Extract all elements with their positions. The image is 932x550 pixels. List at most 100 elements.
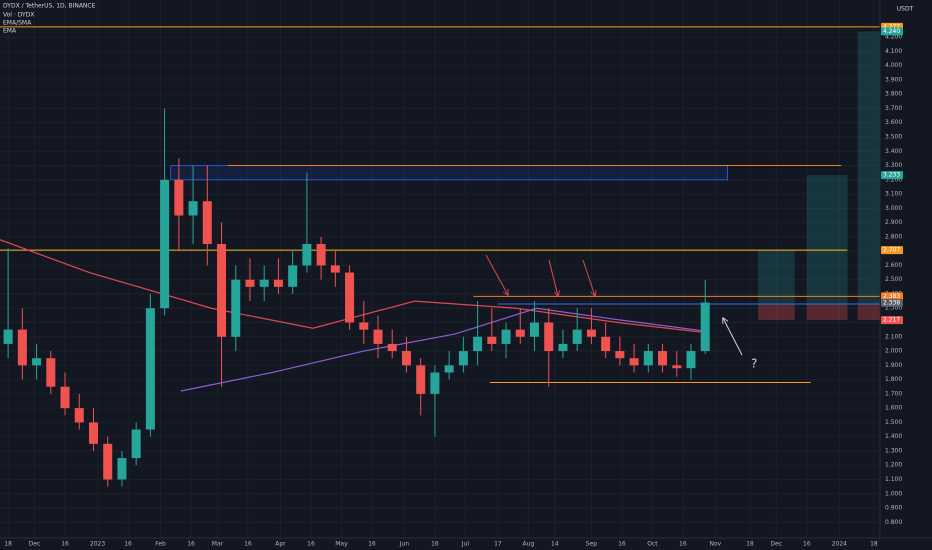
candle-body [174,179,184,216]
candle-body [672,365,682,369]
y-tick-label: 2.500 [885,276,902,283]
zone [170,165,728,181]
y-tick-label: 1.300 [885,447,902,454]
x-tick-label: Aug [523,541,535,548]
y-tick-label: 1.100 [885,476,902,483]
price-tag [881,298,903,307]
x-tick-label: 16 [618,541,626,548]
candle-body [601,336,611,352]
price-tag-label: 4.240 [883,28,900,35]
indicator-label: EMA [3,28,17,35]
y-tick-label: 3.100 [885,191,902,198]
position-target [806,175,848,304]
x-tick-label: Mar [212,541,224,548]
candle-body [658,351,668,366]
y-tick-label: 3.600 [885,119,902,126]
arrow [723,318,743,356]
y-tick-label: 3.400 [885,148,902,155]
price-tag-label: 4.272 [883,23,900,30]
y-tick-label: 1.600 [885,405,902,412]
y-tick-label: 1.400 [885,433,902,440]
x-tick-label: 16 [803,541,811,548]
candle-body [359,322,369,330]
y-tick-label: 1.900 [885,362,902,369]
candle-body [145,308,155,430]
y-tick-label: 2.000 [885,348,902,355]
price-tag [881,292,903,301]
position-stop [806,303,848,321]
x-tick-label: Jun [399,541,410,548]
candle-body [117,458,127,480]
price-tag-label: 2.217 [883,317,900,324]
x-tick-label: 18 [870,541,878,548]
candle-body [74,408,84,423]
y-tick-label: 3.000 [885,205,902,212]
x-tick-label: May [335,541,348,548]
x-tick-label: 16 [679,541,687,548]
currency-label: USDT [897,6,914,13]
candle-body [473,336,483,352]
y-tick-label: 2.900 [885,219,902,226]
candle-body [330,265,340,273]
x-tick-label: Dec [29,541,41,548]
candle-body [458,351,468,366]
candle-body [487,336,497,344]
y-tick-label: 3.800 [885,91,902,98]
candle-body [273,279,283,287]
price-tag-label: 2.383 [883,293,900,300]
price-tag [881,316,903,325]
candle-body [88,422,98,444]
candle-body [530,322,540,337]
price-tag-label: 3.233 [883,172,900,179]
candle-body [3,329,13,344]
y-tick-label: 0.900 [885,505,902,512]
candle-body [103,443,113,480]
x-tick-label: Sep [586,541,598,548]
arrows [485,254,743,356]
candle-body [217,244,227,337]
candle-body [316,244,326,266]
candle-body [700,302,710,352]
indicator-label: Vol · DYDX [3,12,34,19]
y-tick-label: 2.100 [885,333,902,340]
candle-body [345,272,355,323]
candle-body [259,279,269,287]
x-tick-label: 16 [431,541,439,548]
candle-body [515,329,525,337]
candle-body [46,358,56,387]
candle-body [686,351,696,369]
x-tick-label: 16 [368,541,376,548]
arrow [485,254,508,295]
y-tick-label: 3.900 [885,76,902,83]
x-tick-label: Jul [461,541,470,548]
y-tick-label: 2.300 [885,305,902,312]
candle-body [160,179,170,309]
plot-area [0,26,897,487]
y-tick-label: 3.500 [885,133,902,140]
candle-body [288,265,298,287]
candle-body [544,322,554,352]
x-tick-label: 18 [4,541,12,548]
y-tick-label: 4.000 [885,62,902,69]
y-tick-label: 2.600 [885,262,902,269]
arrow [582,259,595,296]
x-tick-label: Nov [710,541,722,548]
candle-body [501,329,511,344]
candle-body [629,358,639,366]
x-tick-label: 16 [61,541,69,548]
x-tick-label: Oct [647,541,658,548]
y-tick-label: 4.100 [885,48,902,55]
y-tick-label: 2.800 [885,233,902,240]
price-tag [881,171,903,180]
candle-body [32,358,42,366]
x-tick-label: 16 [244,541,252,548]
chart-title: DYDX / TetherUS, 1D, BINANCE [3,3,96,10]
y-tick-label: 1.700 [885,390,902,397]
price-tag [881,27,903,36]
x-tick-label: 16 [307,541,315,548]
y-tick-label: 4.200 [885,34,902,41]
candle-body [615,351,625,359]
y-tick-label: 1.800 [885,376,902,383]
candle-body [444,365,454,373]
